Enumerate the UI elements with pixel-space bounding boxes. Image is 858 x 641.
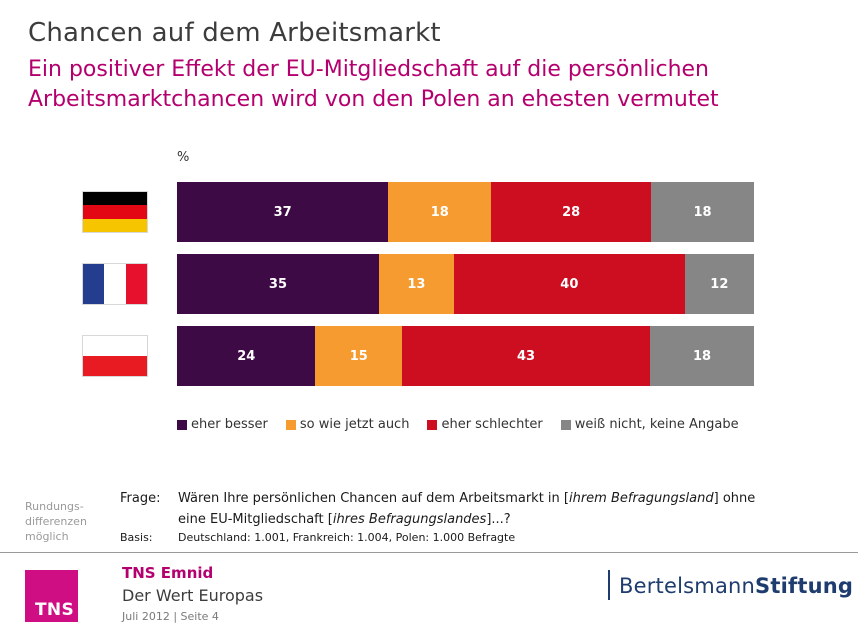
flag-stripe bbox=[83, 336, 147, 356]
bertelsmann-bold: Stiftung bbox=[755, 574, 854, 598]
axis-unit-label: % bbox=[177, 150, 190, 165]
chart-row-deutschland: 37 18 28 18 bbox=[82, 182, 754, 242]
flag-stripe bbox=[104, 264, 126, 304]
legend-item: so wie jetzt auch bbox=[285, 417, 410, 432]
question-part: ] ohne eine EU-Mitgliedschaft [ bbox=[178, 491, 756, 527]
bar-segment-value: 24 bbox=[177, 326, 316, 386]
legend-item: eher schlechter bbox=[427, 417, 543, 432]
footer-text-block: TNS Emnid Der Wert Europas Juli 2012 | S… bbox=[122, 564, 263, 623]
chart-row-frankreich: 35 13 40 12 bbox=[82, 254, 754, 314]
rounding-note: Rundungs- differenzen möglich bbox=[25, 500, 87, 543]
bar-segment-value: 18 bbox=[388, 182, 492, 242]
page-subtitle: Ein positiver Effekt der EU-Mitgliedscha… bbox=[28, 57, 719, 112]
question-block: Frage: Wären Ihre persönlichen Chancen a… bbox=[120, 488, 833, 530]
polen-flag-icon bbox=[82, 335, 148, 377]
page-title: Chancen auf dem Arbeitsmarkt bbox=[28, 18, 441, 48]
chart-rows: 37 18 28 18 35 13 40 12 24 15 43 18 bbox=[82, 182, 754, 386]
legend-swatch-icon bbox=[560, 419, 571, 430]
footer-date-page: Juli 2012 | Seite 4 bbox=[122, 610, 219, 623]
bertelsmann-logo-text: BertelsmannStiftung bbox=[619, 574, 853, 600]
flag-stripe bbox=[83, 218, 147, 232]
legend-swatch-icon bbox=[427, 419, 438, 430]
legend-swatch-icon bbox=[285, 419, 296, 430]
stacked-bar-polen: 24 15 43 18 bbox=[177, 326, 754, 386]
question-italic: ihres Befragungslandes bbox=[332, 512, 487, 527]
stacked-bar-chart: 37 18 28 18 35 13 40 12 24 15 43 18 bbox=[82, 182, 754, 398]
basis-block: Basis: Deutschland: 1.001, Frankreich: 1… bbox=[120, 531, 515, 544]
legend-label: eher besser bbox=[191, 417, 268, 432]
basis-text: Deutschland: 1.001, Frankreich: 1.004, P… bbox=[178, 531, 516, 544]
question-italic: ihrem Befragungsland bbox=[568, 491, 714, 506]
flag-stripe bbox=[83, 192, 147, 206]
bar-segment-value: 43 bbox=[402, 326, 651, 386]
bar-segment-value: 35 bbox=[177, 254, 379, 314]
bertelsmann-logo-bar bbox=[608, 570, 610, 600]
stacked-bar-deutschland: 37 18 28 18 bbox=[177, 182, 754, 242]
basis-label: Basis: bbox=[120, 531, 153, 544]
question-text: Wären Ihre persönlichen Chancen auf dem … bbox=[178, 488, 833, 530]
bar-segment-value: 40 bbox=[453, 254, 685, 314]
bar-segment-value: 18 bbox=[651, 182, 754, 242]
flag-stripe bbox=[83, 205, 147, 219]
bar-segment-value: 18 bbox=[650, 326, 754, 386]
legend-swatch-icon bbox=[177, 419, 187, 430]
tns-logo: TNS bbox=[25, 570, 78, 622]
bertelsmann-logo: BertelsmannStiftung bbox=[608, 570, 853, 600]
legend-item: weiß nicht, keine Angabe bbox=[560, 417, 739, 432]
tns-logo-text: TNS bbox=[35, 600, 74, 620]
flag-stripe bbox=[83, 264, 105, 304]
question-label: Frage: bbox=[120, 491, 161, 506]
legend-label: so wie jetzt auch bbox=[299, 417, 410, 432]
frankreich-flag-icon bbox=[82, 263, 148, 305]
footer-brand: TNS Emnid bbox=[122, 564, 214, 582]
question-part: ]...? bbox=[486, 512, 511, 527]
bar-segment-value: 15 bbox=[315, 326, 403, 386]
legend-label: eher schlechter bbox=[441, 417, 543, 432]
legend-label: weiß nicht, keine Angabe bbox=[574, 417, 739, 432]
chart-row-polen: 24 15 43 18 bbox=[82, 326, 754, 386]
flag-stripe bbox=[83, 356, 147, 376]
bar-segment-value: 28 bbox=[491, 182, 652, 242]
question-part: Wären Ihre persönlichen Chancen auf dem … bbox=[178, 491, 569, 506]
footer-divider bbox=[0, 552, 858, 553]
flag-stripe bbox=[125, 264, 147, 304]
legend-item: eher besser bbox=[177, 417, 268, 432]
footer-work-title: Der Wert Europas bbox=[122, 586, 264, 605]
bar-segment-value: 37 bbox=[177, 182, 389, 242]
stacked-bar-frankreich: 35 13 40 12 bbox=[177, 254, 754, 314]
bar-segment-value: 12 bbox=[684, 254, 754, 314]
chart-legend: eher besser so wie jetzt auch eher schlech… bbox=[177, 417, 739, 432]
bertelsmann-regular: Bertelsmann bbox=[619, 574, 756, 598]
deutschland-flag-icon bbox=[82, 191, 148, 233]
bar-segment-value: 13 bbox=[378, 254, 454, 314]
